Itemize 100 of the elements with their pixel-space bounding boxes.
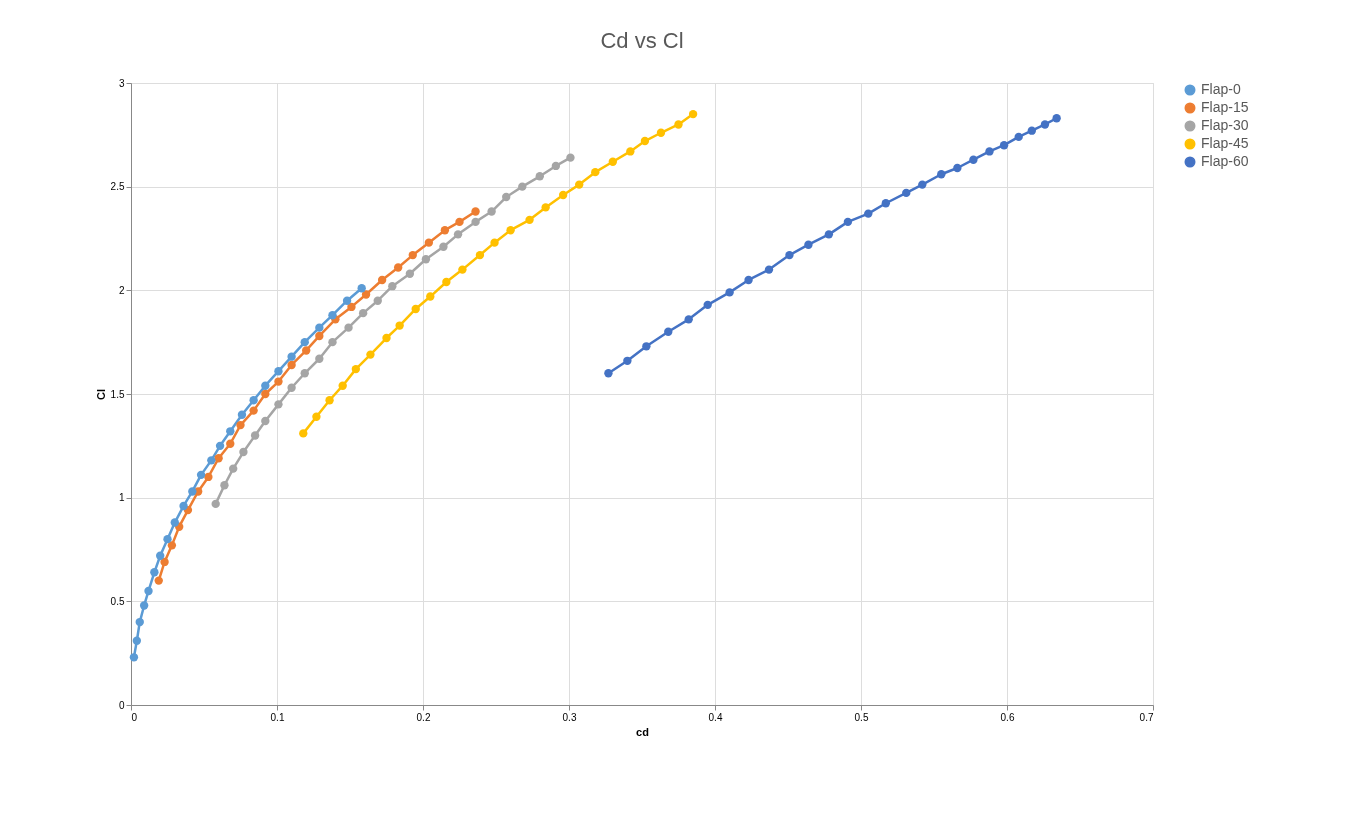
point [338, 381, 347, 390]
point [214, 454, 223, 463]
point [424, 238, 434, 247]
point [274, 377, 283, 386]
point [937, 170, 946, 179]
point [394, 263, 403, 272]
point [674, 120, 683, 129]
point [804, 240, 813, 249]
x-tick-label: 0.5 [854, 711, 869, 723]
point [156, 551, 165, 560]
point [325, 396, 334, 405]
point [864, 209, 873, 218]
point [204, 472, 213, 482]
point [703, 300, 712, 310]
point [229, 464, 238, 473]
point [170, 518, 179, 527]
point [261, 389, 270, 399]
point [361, 290, 371, 299]
legend-label: Flap-45 [1201, 135, 1249, 151]
point [664, 327, 673, 336]
legend-label: Flap-60 [1201, 153, 1249, 169]
point [347, 302, 356, 312]
point [421, 255, 431, 264]
point [382, 333, 391, 343]
point [274, 367, 283, 376]
point [287, 383, 296, 392]
x-axis-title: cd [636, 725, 649, 738]
point [487, 207, 496, 216]
x-tick-label: 0 [131, 711, 138, 723]
point [315, 354, 324, 363]
point [969, 155, 978, 164]
point [688, 109, 698, 119]
point [558, 190, 568, 200]
legend-label: Flap-15 [1201, 99, 1249, 115]
point [623, 356, 632, 365]
point [405, 269, 415, 278]
point [315, 323, 324, 332]
point [342, 296, 352, 305]
point [455, 217, 464, 227]
point [458, 265, 467, 274]
point [764, 265, 774, 274]
point [426, 292, 435, 301]
x-tick-label: 0.1 [270, 711, 285, 723]
point [684, 315, 693, 324]
point [139, 601, 149, 610]
x-tick-label: 0.2 [416, 711, 431, 723]
point [163, 534, 172, 544]
point [302, 346, 311, 355]
y-tick-label: 3 [118, 77, 125, 89]
point [144, 586, 153, 596]
point [1027, 126, 1036, 135]
point [344, 323, 353, 332]
point [506, 226, 515, 235]
point [261, 381, 270, 390]
point [237, 410, 247, 419]
point [881, 199, 890, 208]
point [575, 180, 584, 189]
point [167, 541, 177, 550]
point [261, 416, 270, 426]
point [411, 304, 420, 314]
point [640, 136, 650, 146]
point [475, 250, 485, 260]
point [408, 250, 417, 260]
point [656, 128, 666, 137]
point [541, 203, 550, 212]
point [196, 470, 206, 480]
point [1040, 120, 1050, 129]
point [150, 568, 159, 577]
point [471, 217, 480, 227]
point [518, 182, 527, 191]
point [132, 636, 142, 645]
y-tick-label: 0 [118, 699, 125, 711]
point [249, 406, 258, 415]
x-tick-label: 0.4 [708, 711, 723, 723]
point [328, 311, 337, 320]
point [785, 250, 794, 260]
point [351, 364, 361, 374]
point [188, 487, 197, 496]
point [154, 576, 163, 585]
point [490, 238, 499, 247]
legend-label: Flap-0 [1201, 81, 1241, 97]
legend-label: Flap-30 [1201, 117, 1249, 133]
point [843, 217, 853, 227]
point [129, 653, 139, 662]
x-tick-label: 0.7 [1139, 711, 1154, 723]
chart-title: Cd vs Cl [600, 28, 684, 53]
point [626, 147, 635, 156]
y-tick-label: 1 [118, 492, 125, 504]
point [377, 275, 387, 285]
point [250, 431, 260, 440]
x-tick-label: 0.6 [1000, 711, 1015, 723]
point [999, 141, 1009, 150]
point [902, 188, 911, 198]
point [918, 180, 927, 189]
point [453, 230, 463, 239]
point [179, 501, 188, 511]
point [357, 284, 366, 293]
point [953, 163, 962, 173]
point [300, 369, 309, 378]
point [388, 282, 397, 291]
